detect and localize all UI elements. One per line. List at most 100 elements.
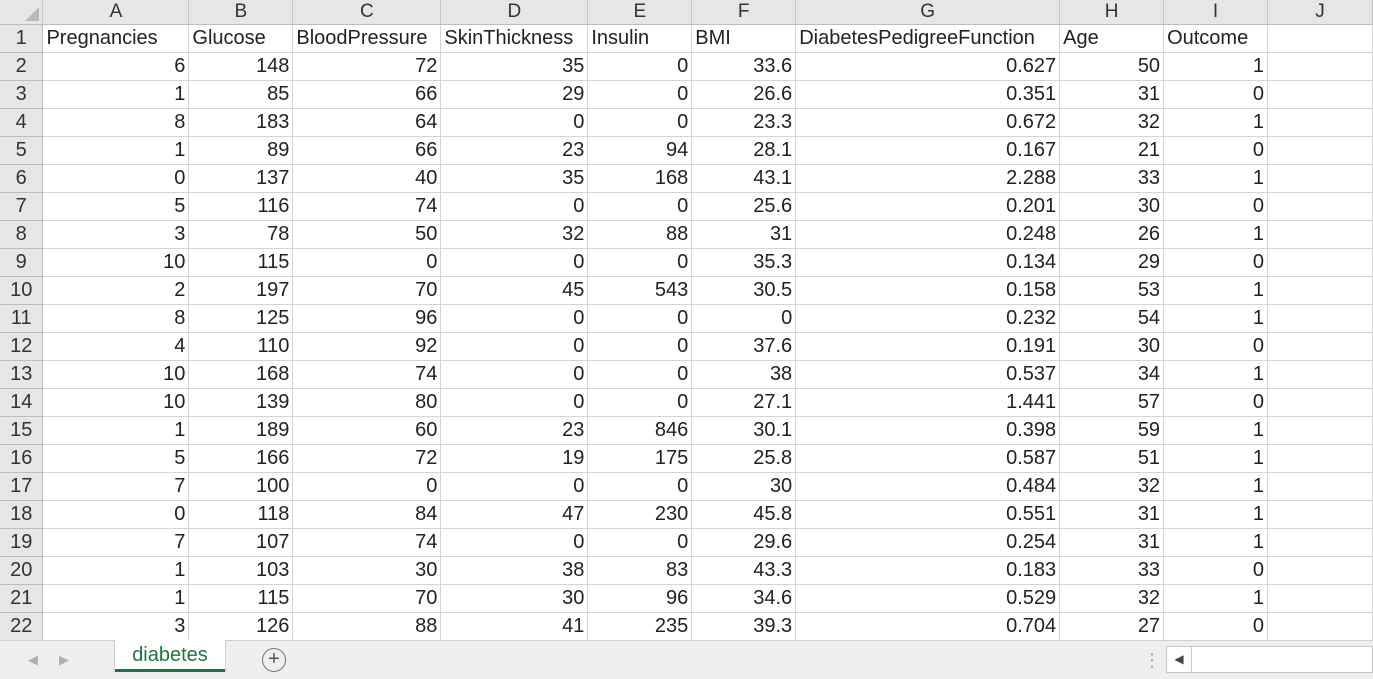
cell-h11[interactable]: 54 [1059,304,1165,333]
cell-i7[interactable]: 0 [1163,192,1269,221]
cell-h12[interactable]: 30 [1059,332,1165,361]
cell-c18[interactable]: 84 [292,500,442,529]
cell-j16[interactable] [1267,444,1373,473]
cell-h5[interactable]: 21 [1059,136,1165,165]
cell-f9[interactable]: 35.3 [691,248,797,277]
cell-g6[interactable]: 2.288 [795,164,1061,193]
cell-c10[interactable]: 70 [292,276,442,305]
row-header[interactable]: 3 [0,80,44,109]
cell-f1[interactable]: BMI [691,24,797,53]
cell-b8[interactable]: 78 [188,220,294,249]
cell-h8[interactable]: 26 [1059,220,1165,249]
cell-h13[interactable]: 34 [1059,360,1165,389]
cell-c6[interactable]: 40 [292,164,442,193]
column-header-f[interactable]: F [691,0,797,25]
cell-h22[interactable]: 27 [1059,612,1165,640]
row-header[interactable]: 2 [0,52,44,81]
cell-a16[interactable]: 5 [42,444,190,473]
cell-e10[interactable]: 543 [587,276,693,305]
select-all-corner[interactable] [0,0,44,25]
cell-g19[interactable]: 0.254 [795,528,1061,557]
cell-j17[interactable] [1267,472,1373,501]
cell-j3[interactable] [1267,80,1373,109]
row-header[interactable]: 13 [0,360,44,389]
cell-e14[interactable]: 0 [587,388,693,417]
cell-b20[interactable]: 103 [188,556,294,585]
cell-e2[interactable]: 0 [587,52,693,81]
cell-h9[interactable]: 29 [1059,248,1165,277]
cell-i17[interactable]: 1 [1163,472,1269,501]
cell-c22[interactable]: 88 [292,612,442,640]
row-header[interactable]: 12 [0,332,44,361]
cell-h21[interactable]: 32 [1059,584,1165,613]
cell-b16[interactable]: 166 [188,444,294,473]
cell-j20[interactable] [1267,556,1373,585]
cell-d15[interactable]: 23 [440,416,589,445]
cell-e3[interactable]: 0 [587,80,693,109]
column-header-b[interactable]: B [188,0,294,25]
cell-d11[interactable]: 0 [440,304,589,333]
cell-d17[interactable]: 0 [440,472,589,501]
cell-i18[interactable]: 1 [1163,500,1269,529]
cell-c21[interactable]: 70 [292,584,442,613]
cell-e15[interactable]: 846 [587,416,693,445]
cell-i4[interactable]: 1 [1163,108,1269,137]
cell-i9[interactable]: 0 [1163,248,1269,277]
cell-f12[interactable]: 37.6 [691,332,797,361]
cell-e22[interactable]: 235 [587,612,693,640]
cell-c5[interactable]: 66 [292,136,442,165]
cell-h18[interactable]: 31 [1059,500,1165,529]
row-header[interactable]: 5 [0,136,44,165]
cell-f21[interactable]: 34.6 [691,584,797,613]
cell-b9[interactable]: 115 [188,248,294,277]
cell-i10[interactable]: 1 [1163,276,1269,305]
cell-b10[interactable]: 197 [188,276,294,305]
row-header[interactable]: 8 [0,220,44,249]
cell-g20[interactable]: 0.183 [795,556,1061,585]
cell-c1[interactable]: BloodPressure [292,24,442,53]
cell-i22[interactable]: 0 [1163,612,1269,640]
cell-i19[interactable]: 1 [1163,528,1269,557]
cell-c12[interactable]: 92 [292,332,442,361]
cell-e9[interactable]: 0 [587,248,693,277]
cell-d1[interactable]: SkinThickness [440,24,589,53]
row-header[interactable]: 19 [0,528,44,557]
cell-h3[interactable]: 31 [1059,80,1165,109]
cell-j10[interactable] [1267,276,1373,305]
cell-f2[interactable]: 33.6 [691,52,797,81]
cell-g2[interactable]: 0.627 [795,52,1061,81]
cell-b12[interactable]: 110 [188,332,294,361]
cell-d10[interactable]: 45 [440,276,589,305]
cell-b17[interactable]: 100 [188,472,294,501]
cell-g13[interactable]: 0.537 [795,360,1061,389]
cell-j8[interactable] [1267,220,1373,249]
cell-g7[interactable]: 0.201 [795,192,1061,221]
cell-e12[interactable]: 0 [587,332,693,361]
cell-d2[interactable]: 35 [440,52,589,81]
cell-f14[interactable]: 27.1 [691,388,797,417]
cell-b21[interactable]: 115 [188,584,294,613]
cell-c2[interactable]: 72 [292,52,442,81]
cell-d4[interactable]: 0 [440,108,589,137]
cell-d16[interactable]: 19 [440,444,589,473]
cell-f22[interactable]: 39.3 [691,612,797,640]
plus-circle-icon[interactable]: + [262,648,286,672]
cell-a22[interactable]: 3 [42,612,190,640]
cell-i8[interactable]: 1 [1163,220,1269,249]
cell-c11[interactable]: 96 [292,304,442,333]
cell-f16[interactable]: 25.8 [691,444,797,473]
cell-a15[interactable]: 1 [42,416,190,445]
cell-d9[interactable]: 0 [440,248,589,277]
row-header[interactable]: 21 [0,584,44,613]
cell-d13[interactable]: 0 [440,360,589,389]
cell-b4[interactable]: 183 [188,108,294,137]
cell-i21[interactable]: 1 [1163,584,1269,613]
cell-h10[interactable]: 53 [1059,276,1165,305]
cell-a2[interactable]: 6 [42,52,190,81]
chevron-left-icon[interactable]: ◀ [28,652,38,667]
cell-f11[interactable]: 0 [691,304,797,333]
cell-c7[interactable]: 74 [292,192,442,221]
cell-e13[interactable]: 0 [587,360,693,389]
cell-d22[interactable]: 41 [440,612,589,640]
cell-f8[interactable]: 31 [691,220,797,249]
